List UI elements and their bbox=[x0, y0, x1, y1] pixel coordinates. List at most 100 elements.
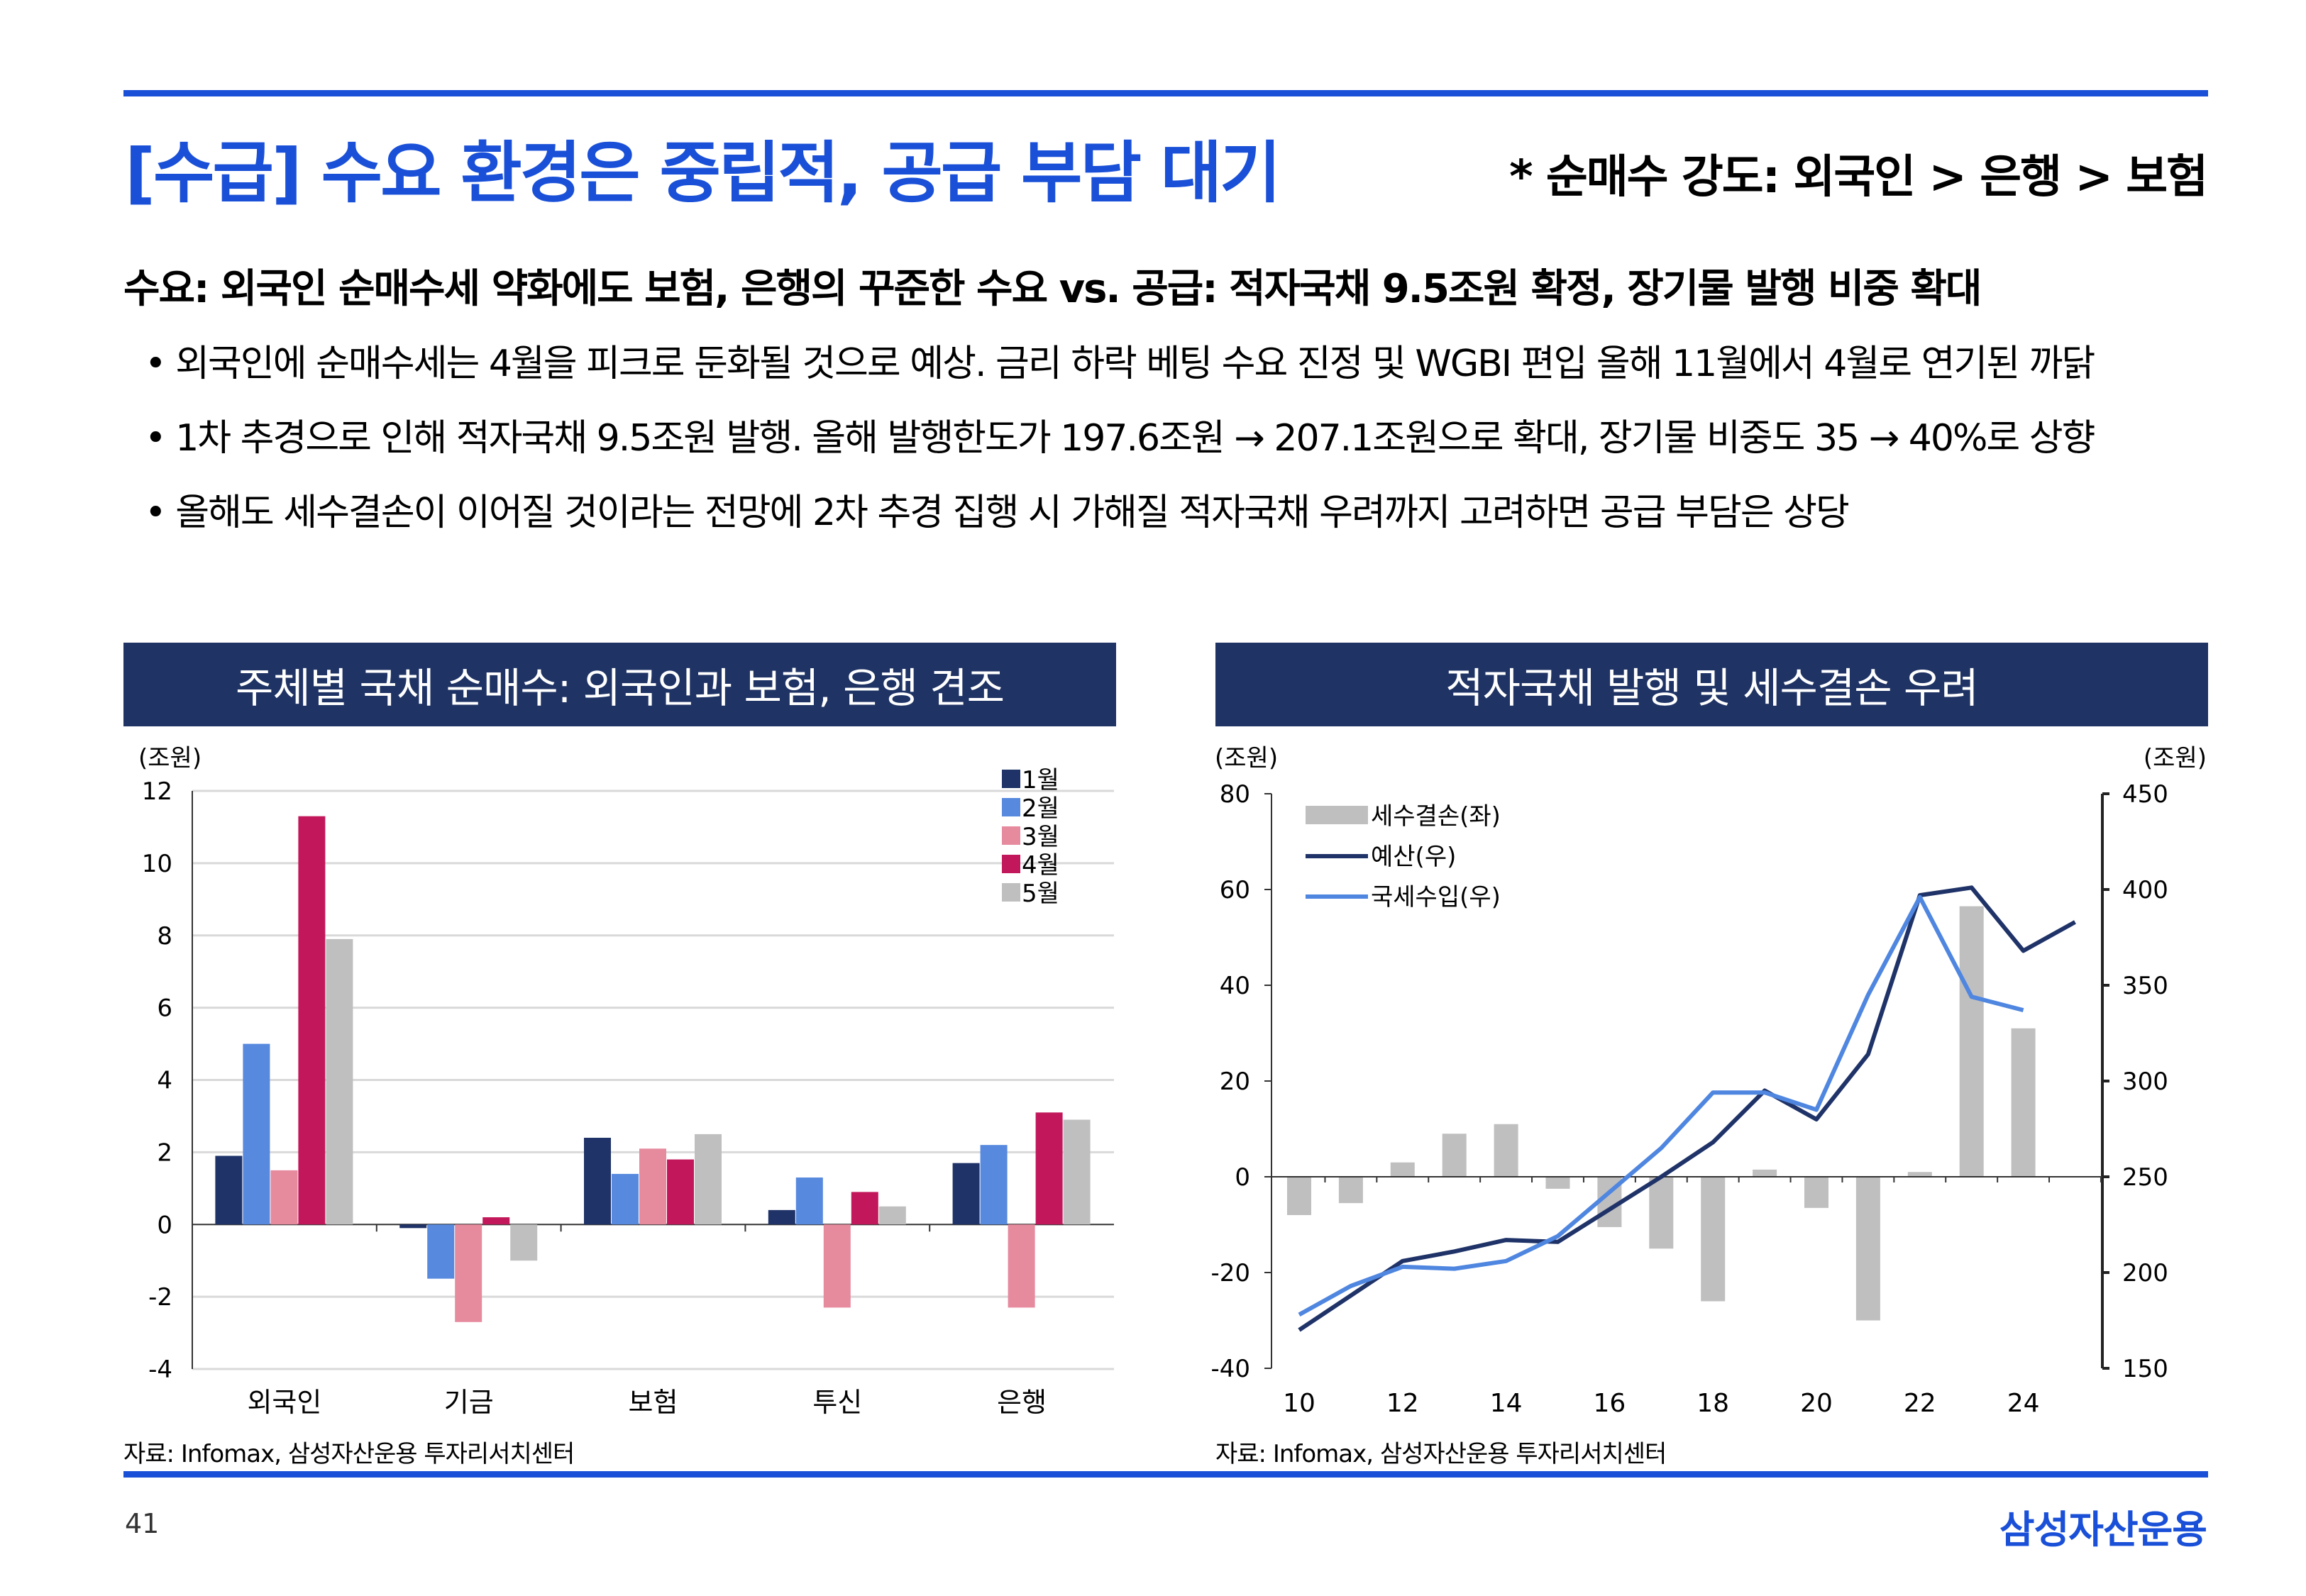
y-axis-unit: (조원) bbox=[138, 744, 202, 772]
bar-투신-5월 bbox=[878, 1206, 906, 1225]
x-tick-label: 은행 bbox=[997, 1387, 1047, 1418]
bar-10 bbox=[1287, 1177, 1311, 1215]
x-tick-label: 24 bbox=[2007, 1389, 2040, 1418]
legend-label: 3월 bbox=[1022, 823, 1059, 851]
legend-label: 국세수입(우) bbox=[1371, 883, 1501, 911]
bar-19 bbox=[1753, 1169, 1777, 1177]
bar-21 bbox=[1855, 1177, 1880, 1321]
legend-swatch bbox=[1002, 826, 1020, 845]
left-tick-label: 40 bbox=[1220, 972, 1250, 1000]
bar-15 bbox=[1545, 1177, 1570, 1189]
bar-17 bbox=[1649, 1177, 1674, 1249]
right-tick-label: 250 bbox=[2122, 1163, 2168, 1192]
deficit-bond-chart: (조원) (조원) -40 -20 0 20 40 60 80 150 200 250 300 350 40… bbox=[1210, 744, 2207, 1418]
x-tick-label: 16 bbox=[1593, 1389, 1626, 1418]
bar-기금-2월 bbox=[427, 1224, 455, 1279]
bar-외국인-4월 bbox=[298, 816, 326, 1225]
y-tick-label: 12 bbox=[142, 777, 172, 806]
bar-투신-1월 bbox=[768, 1209, 795, 1225]
bar-12 bbox=[1390, 1162, 1415, 1177]
line-국세수입(우) bbox=[1298, 894, 2024, 1317]
bar-보험-1월 bbox=[584, 1138, 611, 1225]
y-tick-label: 6 bbox=[157, 994, 172, 1023]
right-tick-label: 400 bbox=[2122, 876, 2168, 904]
y-tick-label: -4 bbox=[148, 1356, 172, 1384]
right-tick-label: 350 bbox=[2122, 972, 2168, 1000]
summary-heading: 수요: 외국인 순매수세 약화에도 보험, 은행의 꾸준한 수요 vs. 공급:… bbox=[123, 266, 1982, 312]
legend-label: 5월 bbox=[1022, 880, 1059, 908]
bar-투신-2월 bbox=[795, 1177, 823, 1225]
y-tick-label: 8 bbox=[157, 922, 172, 951]
right-chart-source: 자료: Infomax, 삼성자산운용 투자리서치센터 bbox=[1215, 1440, 1667, 1468]
bar-보험-2월 bbox=[612, 1173, 639, 1225]
bar-외국인-3월 bbox=[270, 1170, 298, 1225]
legend-swatch bbox=[1306, 806, 1368, 824]
company-logo: 삼성자산운용 bbox=[1999, 1507, 2207, 1552]
bar-외국인-5월 bbox=[326, 938, 353, 1225]
page-subtitle: * 순매수 강도: 외국인 > 은행 > 보험 bbox=[1509, 151, 2208, 204]
x-tick-label: 외국인 bbox=[247, 1387, 321, 1418]
bullet-item: • 외국인에 순매수세는 4월을 피크로 둔화될 것으로 예상. 금리 하락 베… bbox=[145, 343, 2095, 385]
x-tick-label: 투신 bbox=[812, 1387, 862, 1418]
left-chart-title: 주체별 국채 순매수: 외국인과 보험, 은행 견조 bbox=[123, 643, 1116, 726]
top-rule bbox=[123, 90, 2208, 96]
right-axis-unit: (조원) bbox=[2144, 744, 2207, 772]
bar-20 bbox=[1804, 1177, 1828, 1208]
bullet-item: • 올해도 세수결손이 이어질 것이라는 전망에 2차 추경 집행 시 가해질 … bbox=[145, 492, 1850, 534]
right-tick-label: 200 bbox=[2122, 1259, 2168, 1287]
left-tick-label: -20 bbox=[1210, 1259, 1250, 1287]
bar-보험-5월 bbox=[695, 1134, 722, 1225]
legend-swatch bbox=[1002, 798, 1020, 816]
bar-보험-4월 bbox=[667, 1159, 694, 1225]
bar-23 bbox=[1959, 906, 1984, 1177]
y-tick-label: 2 bbox=[157, 1138, 172, 1167]
y-tick-label: 10 bbox=[142, 850, 172, 878]
x-tick-label: 22 bbox=[1904, 1389, 1936, 1418]
y-tick-label: 4 bbox=[157, 1067, 172, 1095]
x-tick-label: 기금 bbox=[444, 1387, 494, 1418]
legend-swatch bbox=[1002, 770, 1020, 788]
bar-보험-3월 bbox=[639, 1148, 666, 1225]
legend-label: 세수결손(좌) bbox=[1371, 802, 1501, 831]
bar-14 bbox=[1494, 1124, 1518, 1177]
bar-11 bbox=[1338, 1177, 1363, 1204]
bar-18 bbox=[1701, 1177, 1726, 1302]
legend-label: 2월 bbox=[1022, 794, 1059, 823]
bottom-rule bbox=[123, 1471, 2208, 1478]
y-tick-label: 0 bbox=[157, 1211, 172, 1239]
bar-24 bbox=[2011, 1028, 2036, 1177]
line-예산(우) bbox=[1298, 885, 2076, 1332]
x-tick-label: 12 bbox=[1386, 1389, 1419, 1418]
legend-label: 4월 bbox=[1022, 851, 1059, 880]
left-chart-source: 자료: Infomax, 삼성자산운용 투자리서치센터 bbox=[123, 1440, 575, 1468]
x-tick-label: 18 bbox=[1697, 1389, 1729, 1418]
right-tick-label: 450 bbox=[2122, 780, 2168, 809]
bar-기금-5월 bbox=[510, 1224, 538, 1261]
bar-22 bbox=[1907, 1172, 1932, 1177]
left-axis-unit: (조원) bbox=[1215, 744, 1278, 772]
bar-은행-5월 bbox=[1063, 1119, 1091, 1225]
left-tick-label: 80 bbox=[1220, 780, 1250, 809]
bar-은행-2월 bbox=[980, 1145, 1008, 1225]
left-tick-label: 20 bbox=[1220, 1068, 1250, 1096]
bar-은행-1월 bbox=[952, 1163, 980, 1225]
bullet-item: • 1차 추경으로 인해 적자국채 9.5조원 발행. 올해 발행한도가 197… bbox=[145, 417, 2095, 460]
bar-은행-4월 bbox=[1035, 1112, 1063, 1225]
y-tick-label: -2 bbox=[148, 1283, 172, 1312]
legend-swatch bbox=[1002, 883, 1020, 902]
right-tick-label: 150 bbox=[2122, 1355, 2168, 1383]
bar-외국인-2월 bbox=[243, 1043, 270, 1225]
legend-swatch bbox=[1002, 855, 1020, 873]
x-tick-label: 14 bbox=[1490, 1389, 1523, 1418]
bar-투신-3월 bbox=[823, 1224, 851, 1308]
bar-은행-3월 bbox=[1008, 1224, 1035, 1308]
legend-label: 예산(우) bbox=[1371, 843, 1456, 871]
right-tick-label: 300 bbox=[2122, 1068, 2168, 1096]
bar-13 bbox=[1442, 1134, 1467, 1177]
bar-기금-3월 bbox=[455, 1224, 482, 1322]
x-tick-label: 20 bbox=[1800, 1389, 1833, 1418]
page-title: [수급] 수요 환경은 중립적, 공급 부담 대기 bbox=[125, 135, 1281, 212]
left-tick-label: 60 bbox=[1220, 876, 1250, 904]
left-tick-label: 0 bbox=[1235, 1163, 1250, 1192]
